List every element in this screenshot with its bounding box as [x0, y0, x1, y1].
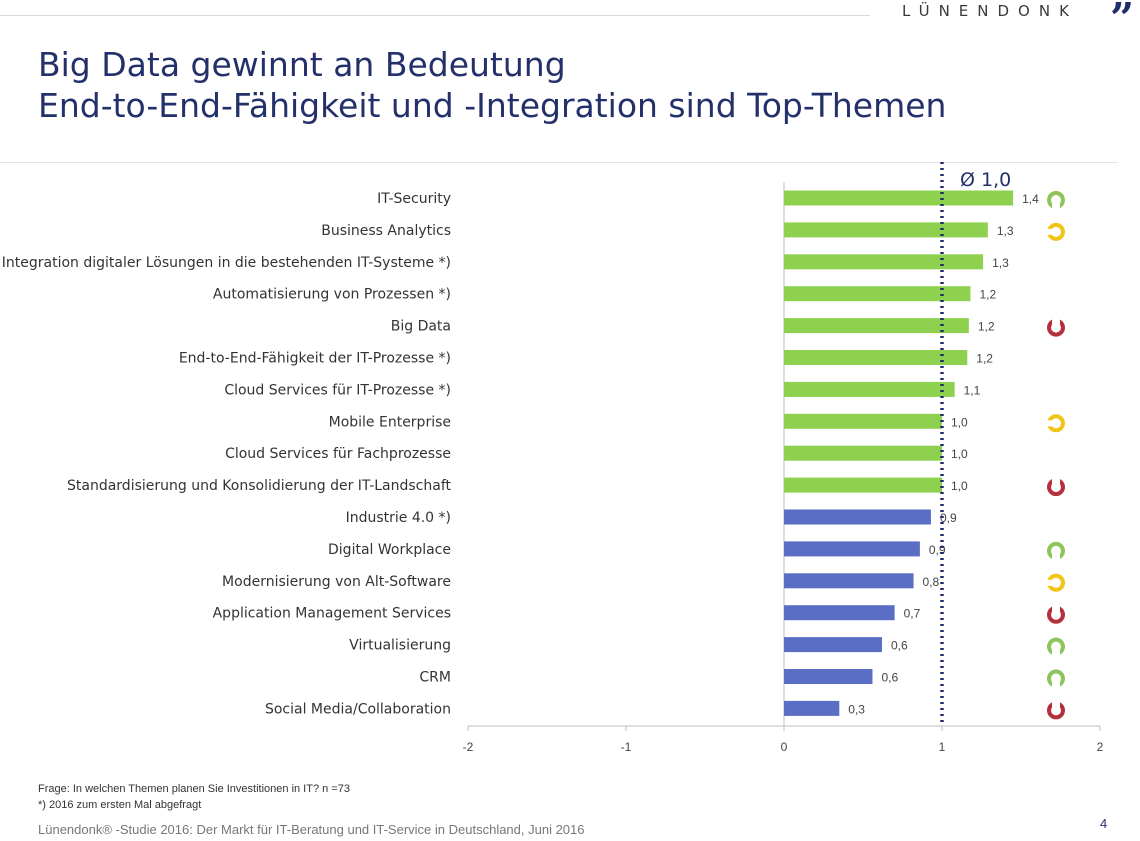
- category-label: CRM: [419, 670, 451, 686]
- bar: [784, 254, 984, 270]
- brand-name: LÜNENDONK: [902, 2, 1078, 20]
- category-label: Mobile Enterprise: [329, 414, 451, 430]
- data-label: 1,4: [1022, 192, 1039, 206]
- x-tick-label: -2: [463, 740, 474, 754]
- bar: [784, 222, 988, 238]
- category-label: Cloud Services für IT-Prozesse *): [224, 382, 451, 398]
- trend-icon-gap: [1052, 202, 1060, 210]
- x-tick-label: -1: [621, 740, 632, 754]
- source-citation: Lünendonk® -Studie 2016: Der Markt für I…: [38, 822, 585, 837]
- category-label: Business Analytics: [321, 223, 451, 239]
- bar: [784, 477, 942, 493]
- bar: [784, 445, 942, 461]
- data-label: 1,0: [951, 447, 968, 461]
- page-number: 4: [1100, 816, 1108, 831]
- category-label: Integration digitaler Lösungen in die be…: [2, 255, 451, 271]
- data-label: 1,0: [951, 415, 968, 429]
- trend-icon-gap: [1052, 552, 1060, 561]
- data-label: 1,3: [992, 256, 1009, 270]
- trend-icon-gap: [1052, 317, 1060, 326]
- page-title: Big Data gewinnt an Bedeutung End-to-End…: [38, 44, 946, 126]
- category-label: Automatisierung von Prozessen *): [213, 287, 451, 303]
- data-label: 1,3: [997, 224, 1014, 238]
- data-label: 0,6: [891, 639, 908, 653]
- header-rule: [0, 15, 870, 16]
- category-label: End-to-End-Fähigkeit der IT-Prozesse *): [179, 351, 451, 367]
- trend-icon-gap: [1046, 420, 1054, 427]
- footnote-first-asked: *) 2016 zum ersten Mal abgefragt: [38, 799, 202, 811]
- category-label: Social Media/Collaboration: [265, 701, 451, 717]
- brand-quote-icon: ”: [1110, 0, 1135, 43]
- category-label: Big Data: [391, 319, 451, 335]
- data-label: 1,2: [978, 320, 995, 334]
- bar: [784, 509, 931, 525]
- data-label: 1,2: [976, 352, 993, 366]
- bar-chart: -2 -1 0 1 2 IT-Security 1,4 Business Analytics 1…: [2, 162, 1104, 754]
- data-label: 0,3: [848, 702, 865, 716]
- average-label: Ø 1,0: [960, 169, 1011, 191]
- x-tick-label: 0: [781, 740, 788, 754]
- bar: [784, 350, 968, 365]
- bar: [784, 573, 914, 589]
- category-label: Cloud Services für Fachprozesse: [225, 446, 451, 462]
- category-label: Digital Workplace: [328, 542, 451, 558]
- bar: [784, 669, 873, 684]
- bar: [784, 700, 840, 716]
- x-tick-label: 1: [939, 740, 946, 754]
- bar: [784, 381, 955, 397]
- data-label: 0,9: [940, 511, 957, 525]
- trend-icon-gap: [1052, 477, 1060, 486]
- bar: [784, 541, 920, 557]
- category-label: Standardisierung und Konsolidierung der …: [67, 478, 452, 494]
- bar: [784, 637, 882, 653]
- trend-icon-gap: [1052, 648, 1060, 657]
- bar: [784, 605, 895, 621]
- data-label: 1,0: [951, 479, 968, 493]
- trend-icon-gap: [1046, 228, 1054, 235]
- trend-icon-gap: [1052, 604, 1060, 613]
- data-label: 1,2: [979, 288, 996, 302]
- bar: [784, 286, 971, 302]
- data-label: 0,9: [929, 543, 946, 557]
- data-label: 0,7: [904, 607, 921, 621]
- category-label: Industrie 4.0 *): [346, 510, 451, 526]
- bar: [784, 318, 969, 334]
- data-label: 0,6: [881, 671, 898, 685]
- data-label: 1,1: [964, 383, 981, 397]
- trend-icon-gap: [1052, 700, 1060, 709]
- x-tick-label: 2: [1097, 740, 1104, 754]
- category-label: Modernisierung von Alt-Software: [222, 574, 451, 590]
- bar: [784, 190, 1014, 206]
- survey-question: Frage: In welchen Themen planen Sie Inve…: [38, 783, 350, 795]
- title-line-2: End-to-End-Fähigkeit und -Integration si…: [38, 86, 947, 125]
- title-rule: [0, 162, 1118, 163]
- trend-icon-gap: [1052, 680, 1060, 689]
- trend-icon-gap: [1046, 579, 1054, 586]
- bar: [784, 413, 942, 429]
- title-line-1: Big Data gewinnt an Bedeutung: [38, 45, 566, 84]
- category-label: IT-Security: [377, 191, 451, 207]
- category-label: Application Management Services: [213, 606, 451, 622]
- category-label: Virtualisierung: [349, 638, 451, 654]
- data-label: 0,8: [923, 575, 940, 589]
